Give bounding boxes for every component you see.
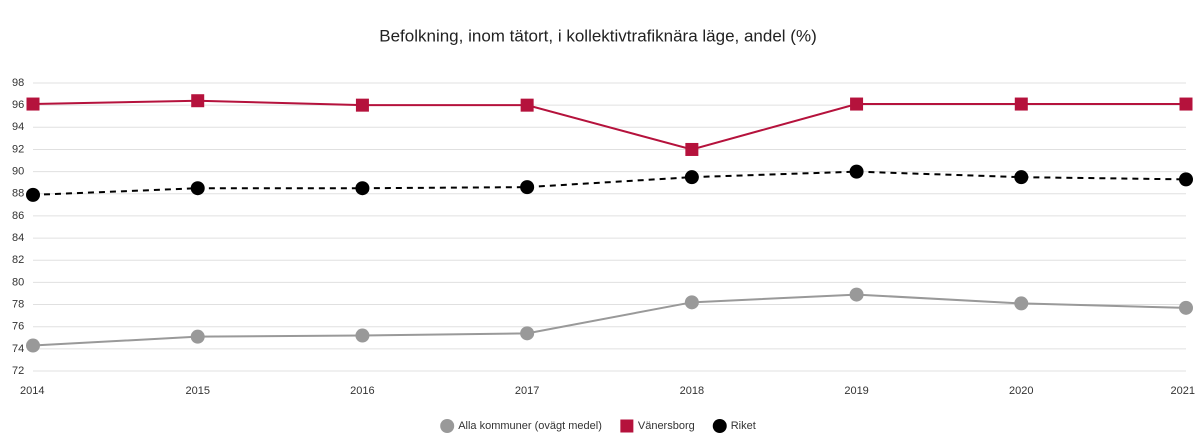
marker	[355, 181, 370, 196]
marker	[440, 419, 455, 433]
marker	[520, 180, 535, 195]
x-tick-label: 2018	[680, 385, 704, 397]
y-tick-label: 86	[12, 210, 24, 222]
x-tick-label: 2020	[1009, 385, 1033, 397]
marker	[1014, 296, 1029, 311]
x-tick-label: 2016	[350, 385, 374, 397]
y-tick-label: 88	[12, 188, 24, 200]
marker	[191, 94, 205, 108]
x-tick-label: 2015	[185, 385, 209, 397]
y-tick-label: 84	[12, 232, 24, 244]
legend: Alla kommuner (ovägt medel) Vänersborg Rik…	[440, 419, 756, 433]
marker	[849, 287, 864, 302]
series-line	[32, 293, 1187, 347]
y-tick-label: 78	[12, 298, 24, 310]
y-tick-label: 90	[12, 166, 24, 178]
x-tick-label: 2019	[844, 385, 868, 397]
y-tick-label: 80	[12, 276, 24, 288]
marker	[26, 338, 40, 353]
marker	[1179, 300, 1193, 315]
marker	[1179, 172, 1193, 187]
marker	[684, 295, 699, 310]
marker	[1014, 170, 1029, 185]
marker	[190, 181, 205, 196]
chart-title: Befolkning, inom tätort, i kollektivtraf…	[379, 26, 816, 45]
marker	[684, 170, 699, 185]
marker	[26, 187, 40, 202]
y-tick-label: 94	[12, 121, 24, 133]
series-line	[32, 99, 1186, 151]
y-tick-label: 98	[12, 77, 24, 89]
marker	[190, 329, 205, 344]
y-tick-label: 72	[12, 365, 24, 377]
marker	[849, 164, 864, 179]
marker	[620, 419, 634, 433]
marker	[712, 419, 727, 433]
series-line	[32, 170, 1187, 196]
marker	[1014, 97, 1028, 111]
marker	[850, 97, 864, 111]
y-tick-label: 82	[12, 254, 24, 266]
legend-label: Alla kommuner (ovägt medel)	[458, 420, 602, 432]
marker	[520, 98, 534, 112]
marker	[355, 98, 369, 112]
y-tick-label: 76	[12, 321, 24, 333]
marker	[355, 328, 370, 343]
y-tick-label: 96	[12, 99, 24, 111]
legend-label: Vänersborg	[638, 420, 695, 432]
y-tick-label: 74	[12, 343, 24, 355]
marker	[26, 97, 40, 111]
x-tick-label: 2017	[515, 385, 539, 397]
x-tick-label: 2014	[20, 385, 44, 397]
y-tick-label: 92	[12, 143, 24, 155]
legend-label: Riket	[731, 420, 756, 432]
marker	[520, 326, 535, 341]
marker	[1179, 97, 1193, 111]
x-tick-label: 2021	[1171, 385, 1195, 397]
marker	[685, 142, 699, 156]
